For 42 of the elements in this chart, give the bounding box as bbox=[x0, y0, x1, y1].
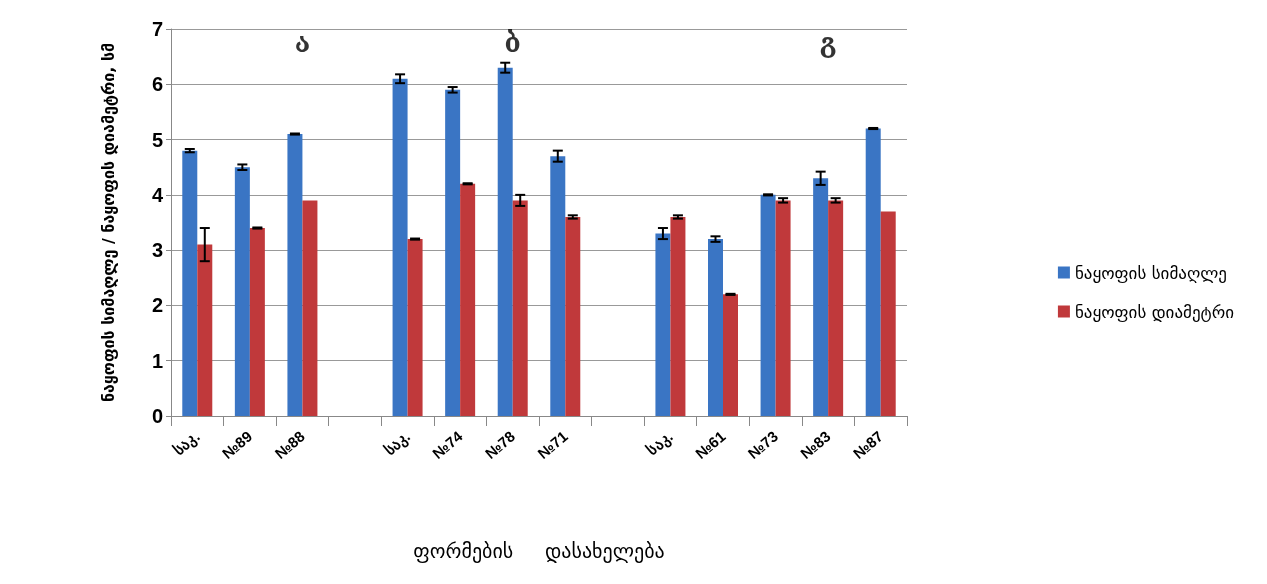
y-tick-label: 0 bbox=[151, 405, 163, 427]
annotation: ბ bbox=[504, 27, 521, 58]
bar bbox=[828, 200, 844, 416]
bar bbox=[760, 194, 776, 416]
x-tick-label: საკ. bbox=[380, 427, 414, 460]
y-tick-label: 7 bbox=[151, 18, 163, 40]
y-tick-label: 1 bbox=[151, 349, 163, 372]
x-tick-label: საკ. bbox=[643, 427, 677, 460]
legend-label: ნაყოფის სიმაღლე bbox=[1074, 262, 1227, 283]
bar bbox=[445, 89, 461, 416]
bar bbox=[880, 211, 896, 416]
x-axis-title: ფორმების დასახელება bbox=[413, 539, 665, 563]
y-tick-label: 5 bbox=[151, 128, 163, 151]
bar bbox=[512, 200, 528, 416]
annotation: გ bbox=[819, 27, 837, 58]
bar bbox=[550, 156, 566, 416]
y-tick-label: 6 bbox=[151, 73, 163, 96]
bar bbox=[497, 67, 513, 416]
annotation: ა bbox=[294, 27, 311, 58]
bar bbox=[655, 233, 671, 416]
bar bbox=[723, 294, 738, 416]
bar bbox=[865, 128, 881, 416]
bar bbox=[197, 244, 213, 416]
y-tick-label: 2 bbox=[151, 294, 163, 317]
y-tick-label: 3 bbox=[151, 239, 163, 262]
y-tick-label: 4 bbox=[151, 183, 164, 206]
bar bbox=[182, 150, 198, 416]
bar bbox=[392, 78, 408, 416]
bar bbox=[670, 216, 686, 416]
bar bbox=[708, 239, 723, 416]
y-axis-title: ნაყოფის სიმაღლე / ნაყოფის დიამეტრი, სმ bbox=[98, 42, 118, 403]
bar bbox=[407, 239, 423, 416]
bar bbox=[565, 216, 581, 416]
bar bbox=[287, 134, 303, 416]
legend-label: ნაყოფის დიამეტრი bbox=[1074, 301, 1234, 322]
bar bbox=[813, 178, 829, 416]
x-tick-label: საკ. bbox=[170, 427, 204, 460]
bar bbox=[234, 167, 250, 416]
bar bbox=[249, 228, 265, 416]
bar bbox=[775, 200, 791, 416]
bar bbox=[460, 183, 476, 416]
bar bbox=[302, 200, 318, 416]
